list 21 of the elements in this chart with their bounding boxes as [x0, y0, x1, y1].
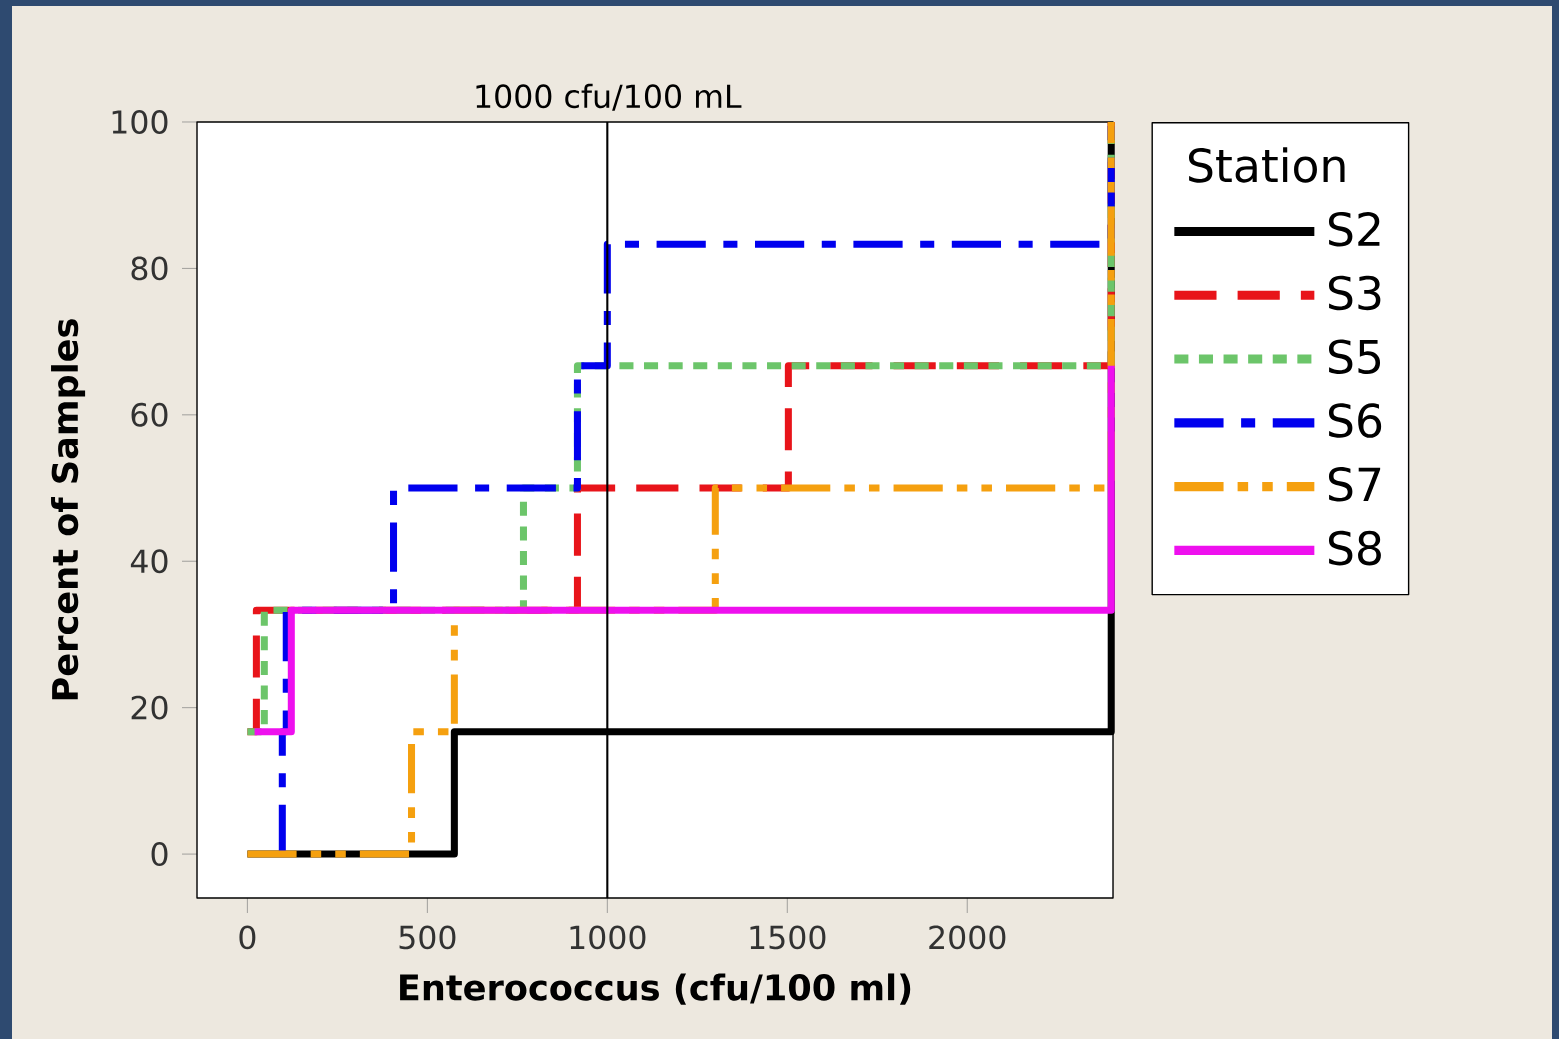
x-tick-label: 2000: [929, 925, 1006, 950]
x-tick-label: 1000: [570, 925, 646, 950]
legend-title: Station: [1188, 147, 1345, 183]
legend-label: S6: [1328, 403, 1382, 438]
x-tick-label: 0: [239, 925, 256, 950]
y-tick-label: 40: [130, 549, 168, 574]
legend-label: S7: [1328, 467, 1381, 502]
x-tick-label: 500: [399, 925, 456, 950]
y-tick-label: 80: [131, 256, 168, 281]
y-axis-title: Percent of Samples: [51, 319, 86, 700]
y-tick-label: 100: [112, 110, 168, 134]
legend-label: S2: [1328, 211, 1380, 247]
y-tick-label: 60: [131, 402, 168, 427]
x-tick-label: 1500: [750, 925, 826, 950]
y-tick-label: 20: [131, 695, 168, 720]
legend-label: S3: [1328, 275, 1381, 311]
ref-line-label: 1000 cfu/100 mL: [476, 83, 742, 111]
legend-label: S5: [1328, 339, 1381, 375]
legend-label: S8: [1328, 530, 1381, 566]
y-tick-label: 0: [151, 842, 168, 867]
x-axis-title: Enterococcus (cfu/100 ml): [400, 973, 911, 1005]
